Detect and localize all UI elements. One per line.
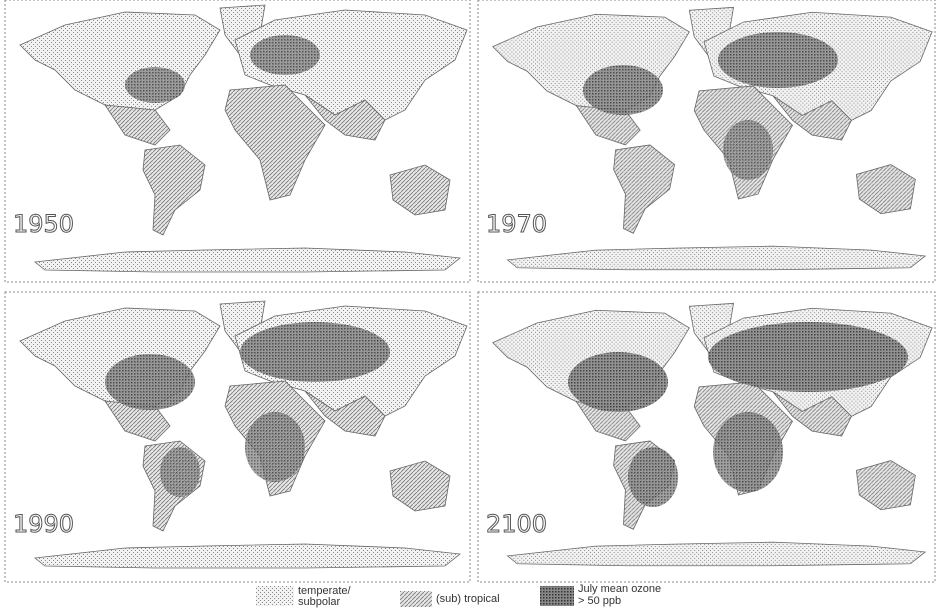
legend-label: (sub) tropical xyxy=(436,593,500,605)
ozone-region xyxy=(105,354,195,410)
legend: temperate/ subpolar (sub) tropical July … xyxy=(256,583,661,608)
legend-swatch xyxy=(400,591,432,607)
ozone-region xyxy=(125,67,185,103)
legend-swatch xyxy=(540,586,574,606)
ozone-region xyxy=(245,412,305,482)
year-label: 1970 xyxy=(486,210,547,238)
ozone-region xyxy=(708,322,908,392)
page: 1950 1970 1990 2100 temperate/ subpolar … xyxy=(0,0,938,609)
ozone-region xyxy=(250,35,320,75)
ozone-region xyxy=(568,352,668,412)
map-panel: 1990 xyxy=(5,292,470,582)
ozone-region xyxy=(583,65,663,115)
ozone-region xyxy=(160,447,200,497)
map-panel: 1950 xyxy=(5,0,470,282)
legend-swatch xyxy=(256,586,294,606)
legend-label: subpolar xyxy=(298,596,341,608)
ozone-region xyxy=(240,322,390,382)
ozone-region xyxy=(628,447,678,507)
ozone-region xyxy=(723,120,773,180)
ozone-region xyxy=(713,412,783,492)
legend-label: July mean ozone xyxy=(578,583,661,595)
map-panel: 1970 xyxy=(478,0,935,282)
map-panel: 2100 xyxy=(478,292,935,582)
figure: 1950 1970 1990 2100 temperate/ subpolar … xyxy=(0,0,938,609)
legend-label: > 50 ppb xyxy=(578,595,621,607)
year-label: 1990 xyxy=(13,510,74,538)
year-label: 1950 xyxy=(13,210,74,238)
ozone-region xyxy=(718,32,838,88)
year-label: 2100 xyxy=(486,510,547,538)
